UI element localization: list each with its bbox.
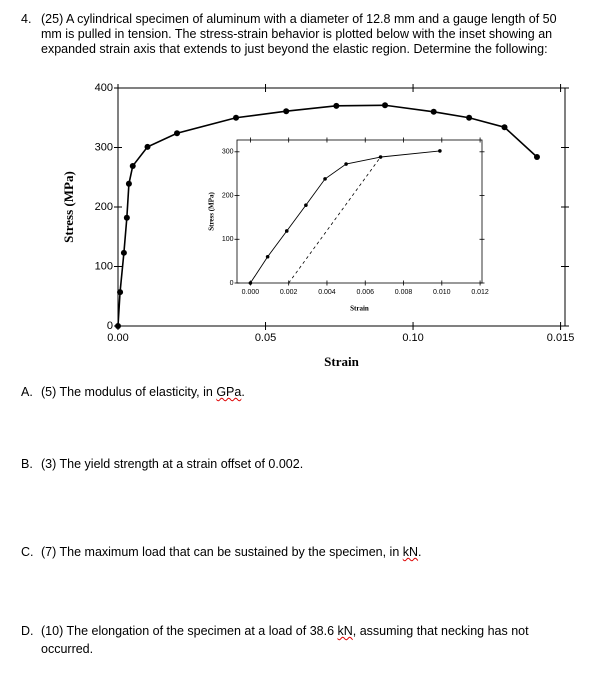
x-tick-label: 0.012 — [471, 289, 489, 296]
y-tick-label: 0 — [230, 280, 234, 287]
x-tick-label: 0.002 — [280, 289, 298, 296]
x-tick-label: 0.015 — [547, 332, 575, 344]
data-point — [248, 281, 253, 285]
part: C. (7) The maximum load that can be susta… — [0, 545, 575, 560]
data-point — [284, 229, 289, 233]
data-point — [382, 102, 389, 109]
figure: 0 100 200 300 400 0.00 0.05 0.10 0.015 Strain Stre… — [61, 82, 575, 369]
x-tick-label: 0.10 — [402, 332, 423, 344]
question: 4. (25) A cylindrical specimen of alumin… — [0, 12, 575, 57]
data-point — [333, 102, 340, 109]
y-tick-label: 0 — [107, 320, 113, 332]
part-label: B. — [21, 457, 33, 471]
part: A. (5) The modulus of elasticity, in GPa. — [0, 385, 575, 400]
text-segment: , assuming that necking has not occurred… — [41, 624, 529, 656]
part: B. (3) The yield strength at a strain off… — [0, 457, 575, 472]
y-axis-label: Stress (MPa) — [61, 171, 76, 243]
text-segment: (10) The elongation of the specimen at a… — [41, 624, 338, 638]
text-segment: (7) The maximum load that can be sustain… — [41, 545, 403, 559]
question-text: (25) A cylindrical specimen of aluminum … — [41, 12, 557, 56]
part-text: (10) The elongation of the specimen at a… — [41, 622, 575, 658]
data-point — [117, 289, 124, 296]
x-tick-label: 0.00 — [107, 332, 128, 344]
x-tick-label: 0.008 — [395, 289, 413, 296]
data-point — [304, 203, 308, 207]
data-point — [378, 155, 383, 159]
text-segment: kN — [337, 624, 353, 638]
y-tick-label: 300 — [222, 149, 234, 156]
plot-frame — [236, 139, 483, 284]
question-number: 4. — [21, 12, 32, 26]
x-tick-label: 0.000 — [242, 289, 260, 296]
data-point — [125, 180, 132, 187]
data-point — [323, 177, 327, 181]
data-point — [265, 254, 270, 259]
x-tick-label: 0.006 — [356, 289, 374, 296]
data-point — [144, 143, 151, 150]
y-tick-label: 200 — [95, 201, 113, 213]
data-point — [174, 130, 181, 137]
data-point — [129, 162, 136, 169]
part-label: D. — [21, 624, 34, 638]
part-text: (3) The yield strength at a strain offse… — [41, 457, 303, 472]
data-point — [283, 108, 290, 115]
x-tick-label: 0.010 — [433, 289, 451, 296]
data-point — [233, 114, 240, 121]
text-segment: . — [241, 385, 245, 399]
y-tick-label: 200 — [222, 192, 234, 199]
text-segment: GPa — [216, 385, 242, 399]
text-segment: kN — [402, 545, 419, 559]
y-axis-label: Stress (MPa) — [208, 192, 216, 231]
text-segment: (3) The yield strength at a strain offse… — [41, 457, 304, 471]
part: D. (10) The elongation of the specimen at… — [0, 622, 575, 658]
data-point — [430, 108, 437, 115]
data-point — [120, 249, 127, 256]
data-point — [466, 114, 473, 121]
data-point — [344, 162, 348, 166]
x-tick-label: 0.05 — [255, 332, 276, 344]
data-point — [533, 154, 540, 161]
part-text: (7) The maximum load that can be sustain… — [41, 545, 422, 560]
offset-line — [288, 156, 381, 284]
part-text: (5) The modulus of elasticity, in GPa. — [41, 385, 245, 400]
part-label: C. — [21, 545, 34, 559]
curve — [117, 104, 538, 327]
x-axis-label: Strain — [324, 354, 359, 369]
data-point — [115, 323, 121, 329]
data-point — [123, 214, 130, 221]
curve — [250, 150, 440, 284]
data-point — [438, 149, 442, 153]
x-axis-label: Strain — [350, 305, 369, 313]
y-tick-label: 100 — [95, 260, 113, 272]
x-tick-label: 0.004 — [318, 289, 336, 296]
y-tick-label: 400 — [95, 82, 113, 94]
part-label: A. — [21, 385, 33, 399]
y-tick-label: 100 — [222, 236, 234, 243]
y-tick-label: 300 — [95, 141, 113, 153]
text-segment: . — [418, 545, 422, 559]
text-segment: (5) The modulus of elasticity, in — [41, 385, 217, 399]
data-point — [501, 124, 508, 131]
